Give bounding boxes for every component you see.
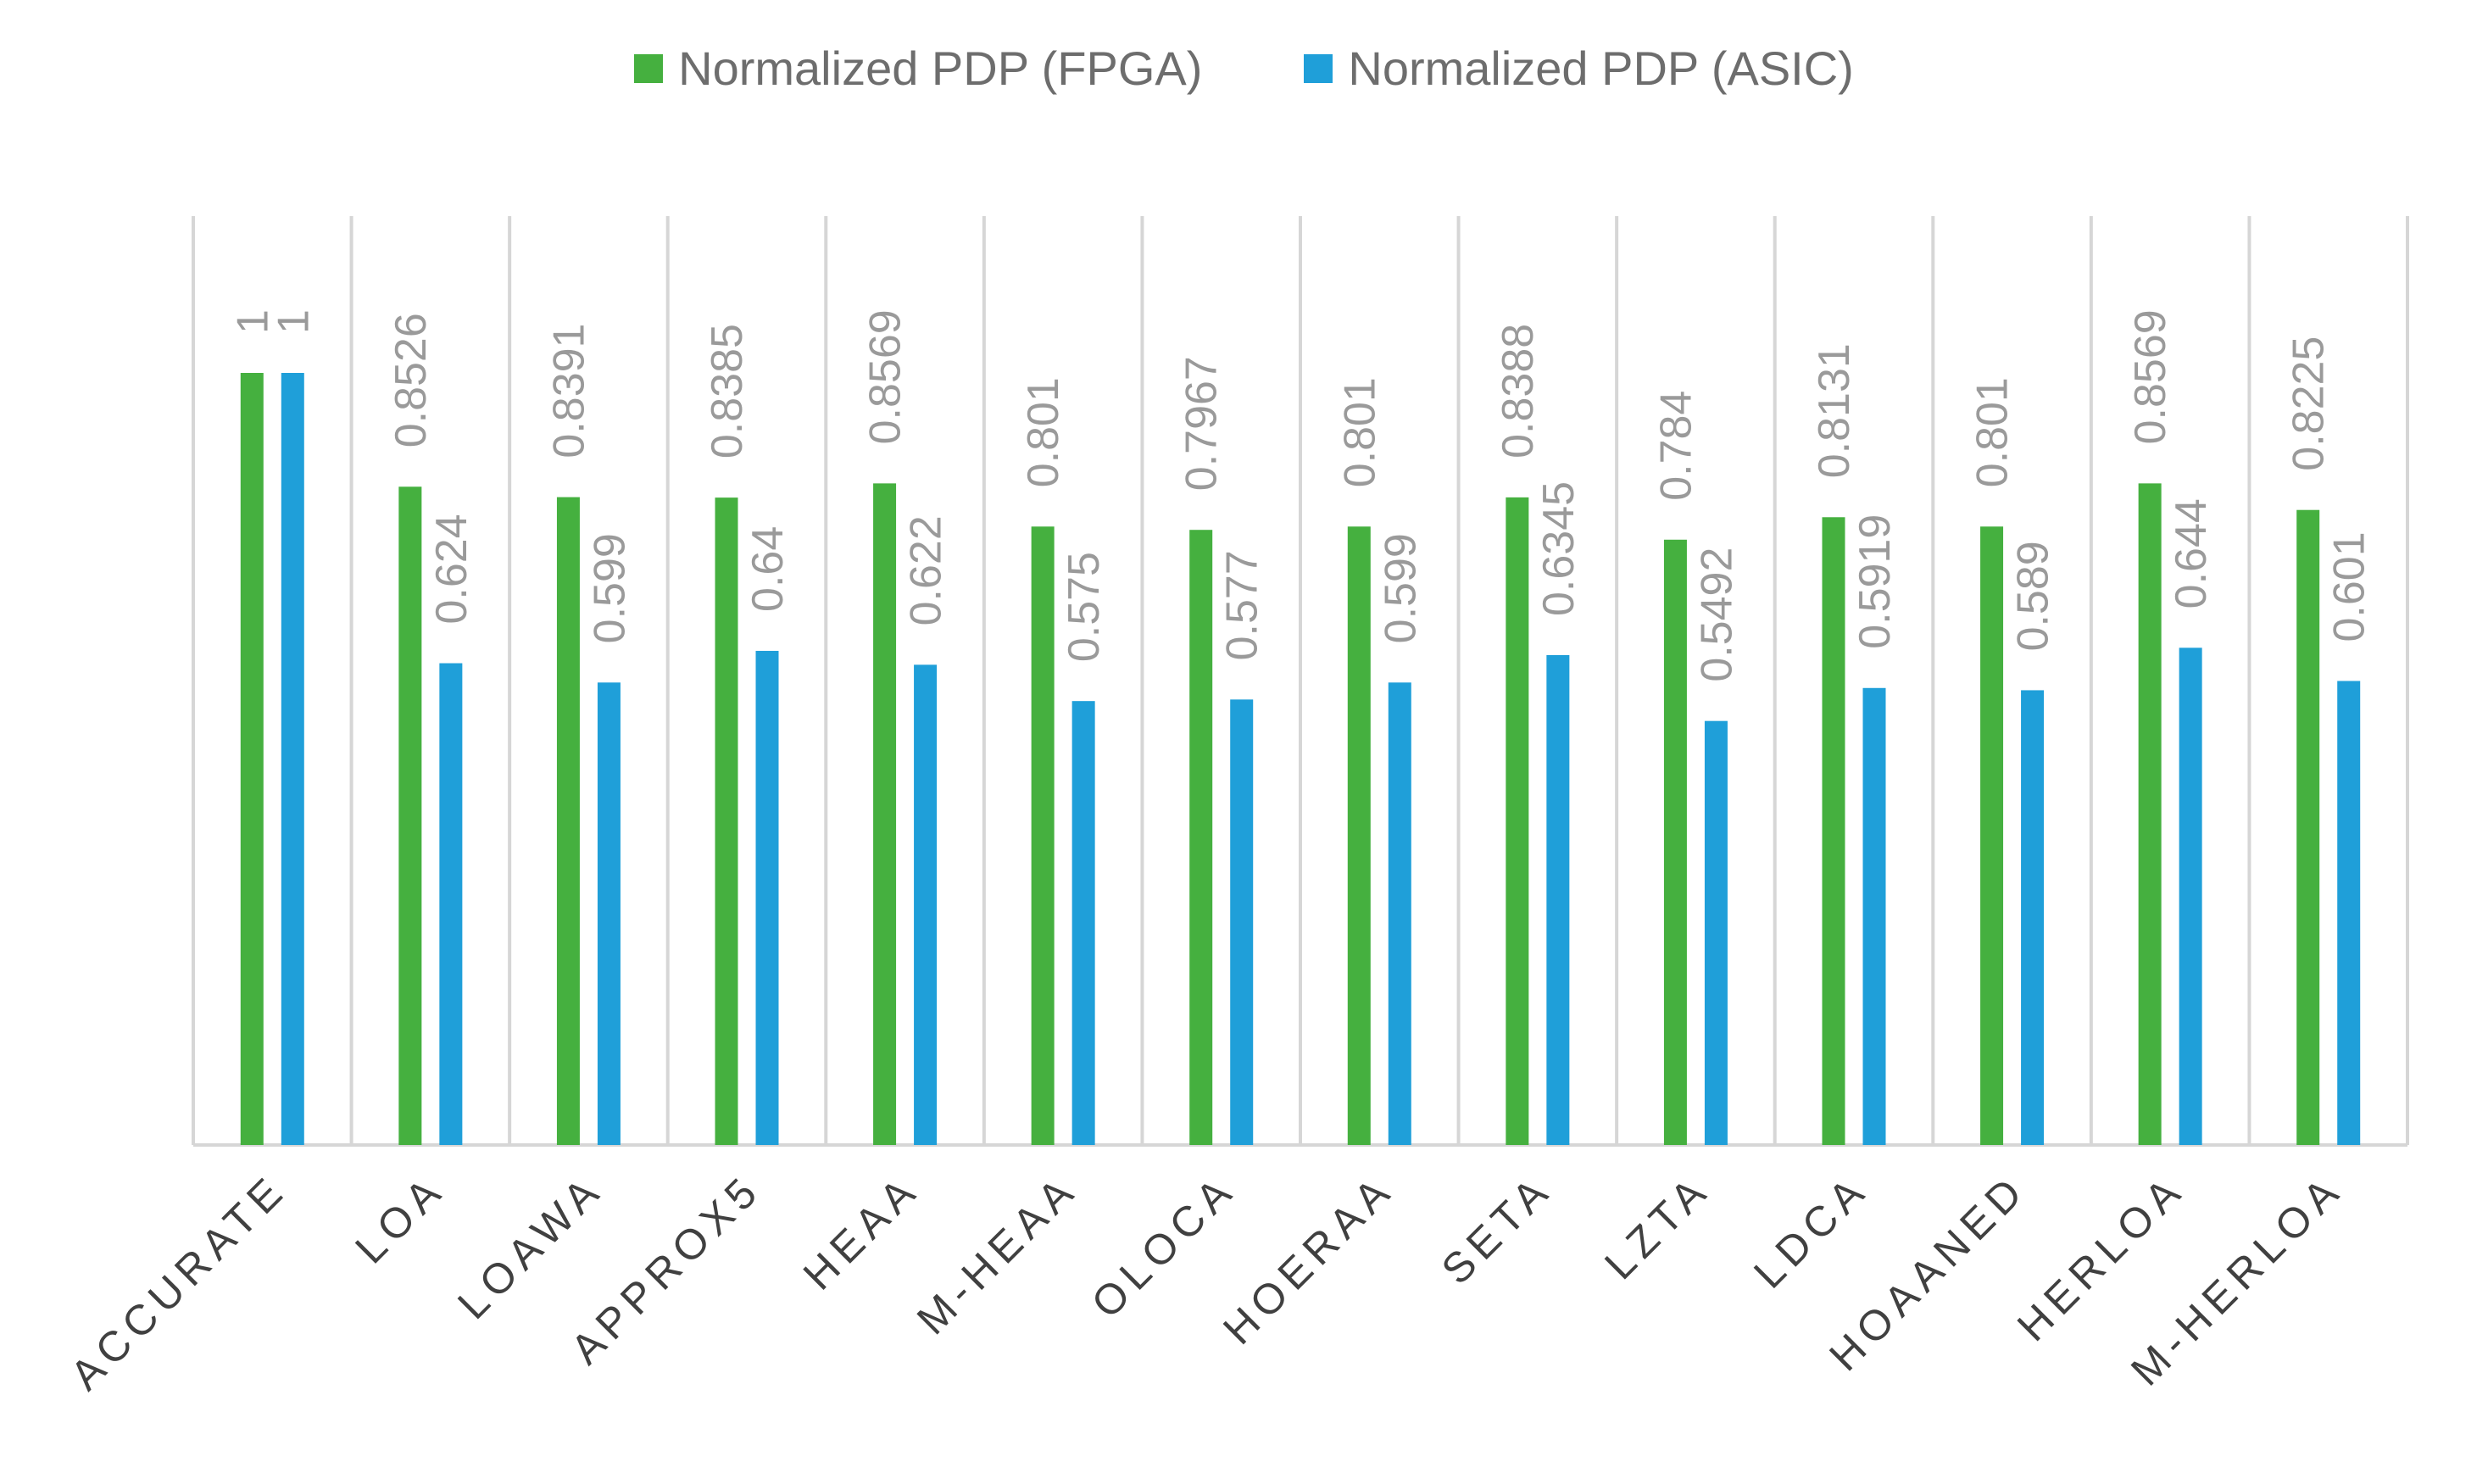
bar-asic[interactable] (2179, 648, 2202, 1145)
data-label: 0.8569 (2126, 309, 2175, 444)
bar-fpga[interactable] (1347, 526, 1371, 1145)
data-label: 0.8526 (387, 313, 436, 447)
bar-asic[interactable] (914, 664, 938, 1145)
x-tick-label: LOAWA (448, 1164, 612, 1328)
bar-fpga[interactable] (2296, 509, 2320, 1145)
x-tick-label: OLOCA (1083, 1164, 1245, 1327)
bar-asic[interactable] (1546, 654, 1570, 1145)
legend-item-fpga[interactable]: Normalized PDP (FPGA) (634, 41, 1202, 96)
data-label: 0.589 (2009, 541, 2058, 651)
data-label: 1 (228, 309, 277, 334)
bar-asic[interactable] (439, 663, 463, 1145)
bar-asic[interactable] (755, 650, 779, 1145)
data-label: 0.7967 (1177, 356, 1227, 491)
data-label: 0.599 (585, 533, 634, 643)
x-tick-label: HEAA (794, 1164, 929, 1299)
x-tick-label: LZTA (1595, 1164, 1719, 1288)
bar-fpga[interactable] (240, 373, 264, 1145)
bar-fpga[interactable] (1506, 497, 1529, 1145)
x-tick-label: ACCURATE (61, 1164, 296, 1399)
bar-asic[interactable] (1704, 720, 1728, 1145)
x-tick-label: HOERAA (1214, 1164, 1403, 1353)
bar-asic[interactable] (1071, 701, 1095, 1145)
data-label: 0.644 (2167, 498, 2216, 609)
data-label: 0.801 (1335, 377, 1384, 487)
data-label: 1 (269, 309, 318, 334)
x-tick-label: M-HEAA (908, 1164, 1087, 1343)
bar-asic[interactable] (597, 682, 621, 1145)
data-label: 0.8225 (2285, 336, 2334, 471)
bar-fpga[interactable] (556, 497, 580, 1145)
bar-fpga[interactable] (1822, 517, 1845, 1145)
data-label: 0.601 (2325, 531, 2374, 642)
bar-asic[interactable] (1230, 699, 1254, 1145)
data-label: 0.784 (1651, 391, 1700, 501)
bar-asic[interactable] (1388, 682, 1411, 1145)
data-label: 0.8131 (1810, 343, 1859, 478)
data-label: 0.577 (1218, 550, 1267, 660)
bar-fpga[interactable] (1663, 539, 1687, 1145)
data-label: 0.599 (1376, 533, 1425, 643)
data-label: 0.8569 (861, 309, 910, 444)
data-label: 0.8385 (703, 324, 752, 459)
bar-asic[interactable] (2021, 690, 2045, 1145)
bar-fpga[interactable] (1980, 526, 2004, 1145)
data-label: 0.575 (1060, 552, 1109, 662)
bar-fpga[interactable] (1189, 530, 1213, 1145)
data-label: 0.8388 (1494, 324, 1543, 459)
x-tick-label: LDCA (1745, 1164, 1878, 1298)
data-label: 0.64 (743, 526, 793, 612)
data-label: 0.801 (1019, 377, 1068, 487)
bar-fpga[interactable] (398, 486, 422, 1145)
data-label: 0.5919 (1851, 514, 1900, 649)
bar-asic[interactable] (2337, 681, 2361, 1145)
bar-fpga[interactable] (873, 483, 897, 1145)
legend-item-asic[interactable]: Normalized PDP (ASIC) (1304, 41, 1854, 96)
legend-swatch-fpga (634, 53, 664, 83)
legend-label-fpga: Normalized PDP (FPGA) (678, 42, 1203, 95)
data-label: 0.6345 (1534, 481, 1584, 616)
bar-asic[interactable] (1862, 687, 1886, 1145)
bar-asic[interactable] (281, 373, 304, 1145)
bar-fpga[interactable] (2138, 483, 2162, 1145)
data-label: 0.8391 (544, 324, 593, 459)
data-label: 0.622 (902, 515, 951, 625)
legend-label-asic: Normalized PDP (ASIC) (1348, 42, 1854, 95)
data-label: 0.624 (427, 514, 476, 624)
x-tick-label: SETA (1433, 1164, 1561, 1293)
legend-swatch-asic (1304, 53, 1333, 83)
legend: Normalized PDP (FPGA) Normalized PDP (AS… (0, 41, 2488, 96)
bar-fpga[interactable] (1031, 526, 1055, 1145)
data-label: 0.5492 (1692, 547, 1741, 682)
x-tick-label: LOA (346, 1164, 454, 1272)
data-label: 0.801 (1968, 377, 2018, 487)
bar-fpga[interactable] (715, 497, 738, 1145)
